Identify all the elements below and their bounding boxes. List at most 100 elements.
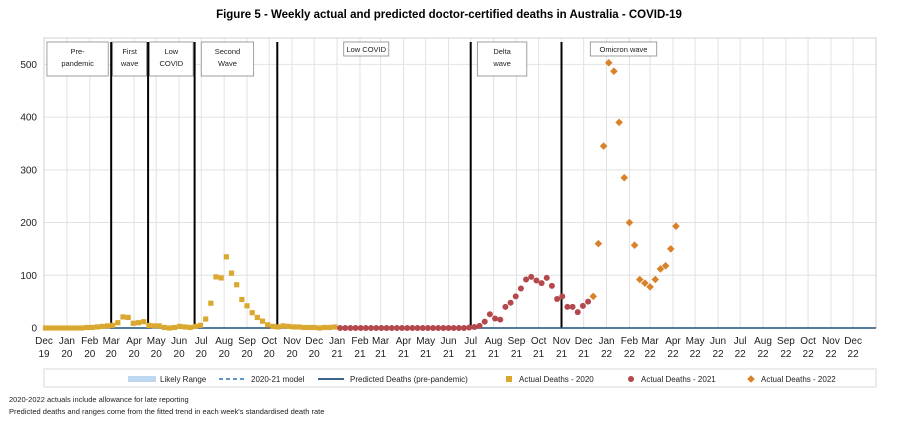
period-dividers: [110, 42, 563, 328]
data-point-2020: [311, 324, 317, 331]
x-tick-label: Oct: [800, 336, 816, 347]
x-tick-label: 21: [443, 349, 455, 360]
data-point-2021: [337, 325, 344, 331]
y-tick-label: 400: [20, 113, 37, 124]
y-tick-label: 500: [20, 60, 37, 71]
data-point-2020: [79, 325, 85, 331]
data-point-2021: [347, 325, 354, 331]
series-diamond-extra: [672, 222, 680, 231]
x-tick-label: 22: [757, 349, 769, 360]
x-tick-label: 21: [578, 349, 590, 360]
period-label: Low: [164, 47, 178, 56]
x-tick-label: 21: [332, 349, 344, 360]
data-point-2022: [656, 265, 665, 273]
legend-label: Likely Range: [160, 375, 207, 384]
x-tick-label: 21: [375, 349, 387, 360]
data-point-2022: [610, 67, 618, 76]
x-tick-label: Feb: [351, 336, 369, 347]
x-tick-label: Dec: [575, 336, 593, 347]
data-point-2021: [512, 293, 519, 300]
data-point-2021: [481, 318, 488, 325]
data-point-2020: [223, 254, 229, 260]
data-point-2020: [275, 324, 281, 330]
x-tick-label: 20: [309, 349, 321, 360]
data-point-2021: [461, 325, 468, 331]
data-point-2020: [151, 323, 157, 329]
data-point-2020: [48, 325, 54, 331]
data-point-2021: [471, 323, 478, 330]
period-label: Delta: [493, 47, 511, 56]
x-tick-label: Dec: [844, 336, 862, 347]
data-point-2021: [368, 325, 375, 331]
data-point-2020: [321, 324, 328, 331]
data-point-2020: [301, 324, 307, 331]
data-point-2021: [492, 315, 499, 322]
legend-label: Predicted Deaths (pre-pandemic): [350, 375, 468, 384]
x-axis-ticks: Dec 19 Jan 20 Feb 20 Mar 20 Apr 20 May 20 Jun 20 Jul 20…: [35, 336, 862, 360]
data-point-2021: [419, 325, 426, 331]
legend-label: 2020-21 model: [251, 375, 305, 384]
data-point-2021: [564, 303, 571, 310]
data-point-2020: [203, 316, 209, 322]
data-point-2021: [543, 274, 550, 281]
period-label: Pre-: [71, 47, 86, 56]
data-point-2022: [620, 173, 629, 182]
data-point-2021: [533, 277, 540, 284]
data-point-2021: [435, 325, 442, 331]
data-point-2021: [517, 285, 524, 292]
data-point-2020: [285, 323, 291, 330]
x-tick-label: 21: [465, 349, 477, 360]
x-tick-label: Jun: [710, 336, 726, 347]
footnote-1: 2020-2022 actuals include allowance for …: [9, 395, 189, 404]
footnote-2: Predicted deaths and ranges come from th…: [9, 407, 325, 416]
y-axis-ticks: 0 100 200 300 400 500: [20, 60, 37, 335]
x-tick-label: 22: [848, 349, 860, 360]
data-point-2021: [523, 276, 530, 283]
data-series: [42, 58, 680, 331]
data-point-2021: [507, 299, 514, 306]
x-tick-label: 21: [488, 349, 500, 360]
data-point-2020: [208, 300, 214, 306]
data-point-2021: [497, 316, 504, 323]
x-tick-label: Apr: [396, 336, 412, 347]
y-tick-label: 300: [20, 165, 37, 176]
x-tick-label: Sep: [238, 336, 256, 347]
data-point-2020: [306, 324, 312, 331]
data-point-2022: [672, 222, 680, 231]
x-tick-label: 20: [196, 349, 208, 360]
x-tick-label: 20: [264, 349, 276, 360]
data-point-2020: [296, 324, 302, 330]
data-point-2020: [290, 324, 297, 330]
x-tick-label: 21: [533, 349, 545, 360]
x-tick-label: Apr: [126, 336, 142, 347]
x-tick-label: Feb: [621, 336, 639, 347]
x-tick-label: May: [686, 336, 705, 347]
period-labels: Pre-pandemic First wave Low COVID Second Wave L…: [46, 41, 658, 77]
grid: [43, 38, 877, 329]
data-point-2021: [486, 311, 493, 318]
x-tick-label: Jan: [598, 336, 614, 347]
data-point-2021: [393, 325, 400, 331]
data-point-2021: [362, 325, 369, 331]
x-tick-label: 22: [780, 349, 792, 360]
data-point-2020: [234, 282, 240, 288]
x-tick-label: 21: [511, 349, 523, 360]
data-point-2020: [228, 270, 235, 276]
x-tick-label: 22: [645, 349, 657, 360]
x-tick-label: Jul: [464, 336, 477, 347]
data-point-2020: [197, 322, 204, 328]
x-tick-label: 20: [286, 349, 298, 360]
period-label-box: [46, 41, 109, 77]
data-point-2021: [440, 325, 447, 331]
data-point-2021: [476, 322, 483, 329]
data-point-2022: [604, 58, 613, 67]
data-point-2022: [630, 241, 639, 250]
data-point-2020: [42, 325, 49, 331]
data-point-2021: [352, 325, 359, 331]
x-tick-label: Jun: [171, 336, 187, 347]
data-point-2021: [579, 302, 586, 309]
data-point-2021: [373, 325, 380, 331]
data-point-2020: [265, 322, 271, 328]
data-point-2021: [445, 325, 452, 331]
data-point-2021: [383, 325, 390, 331]
